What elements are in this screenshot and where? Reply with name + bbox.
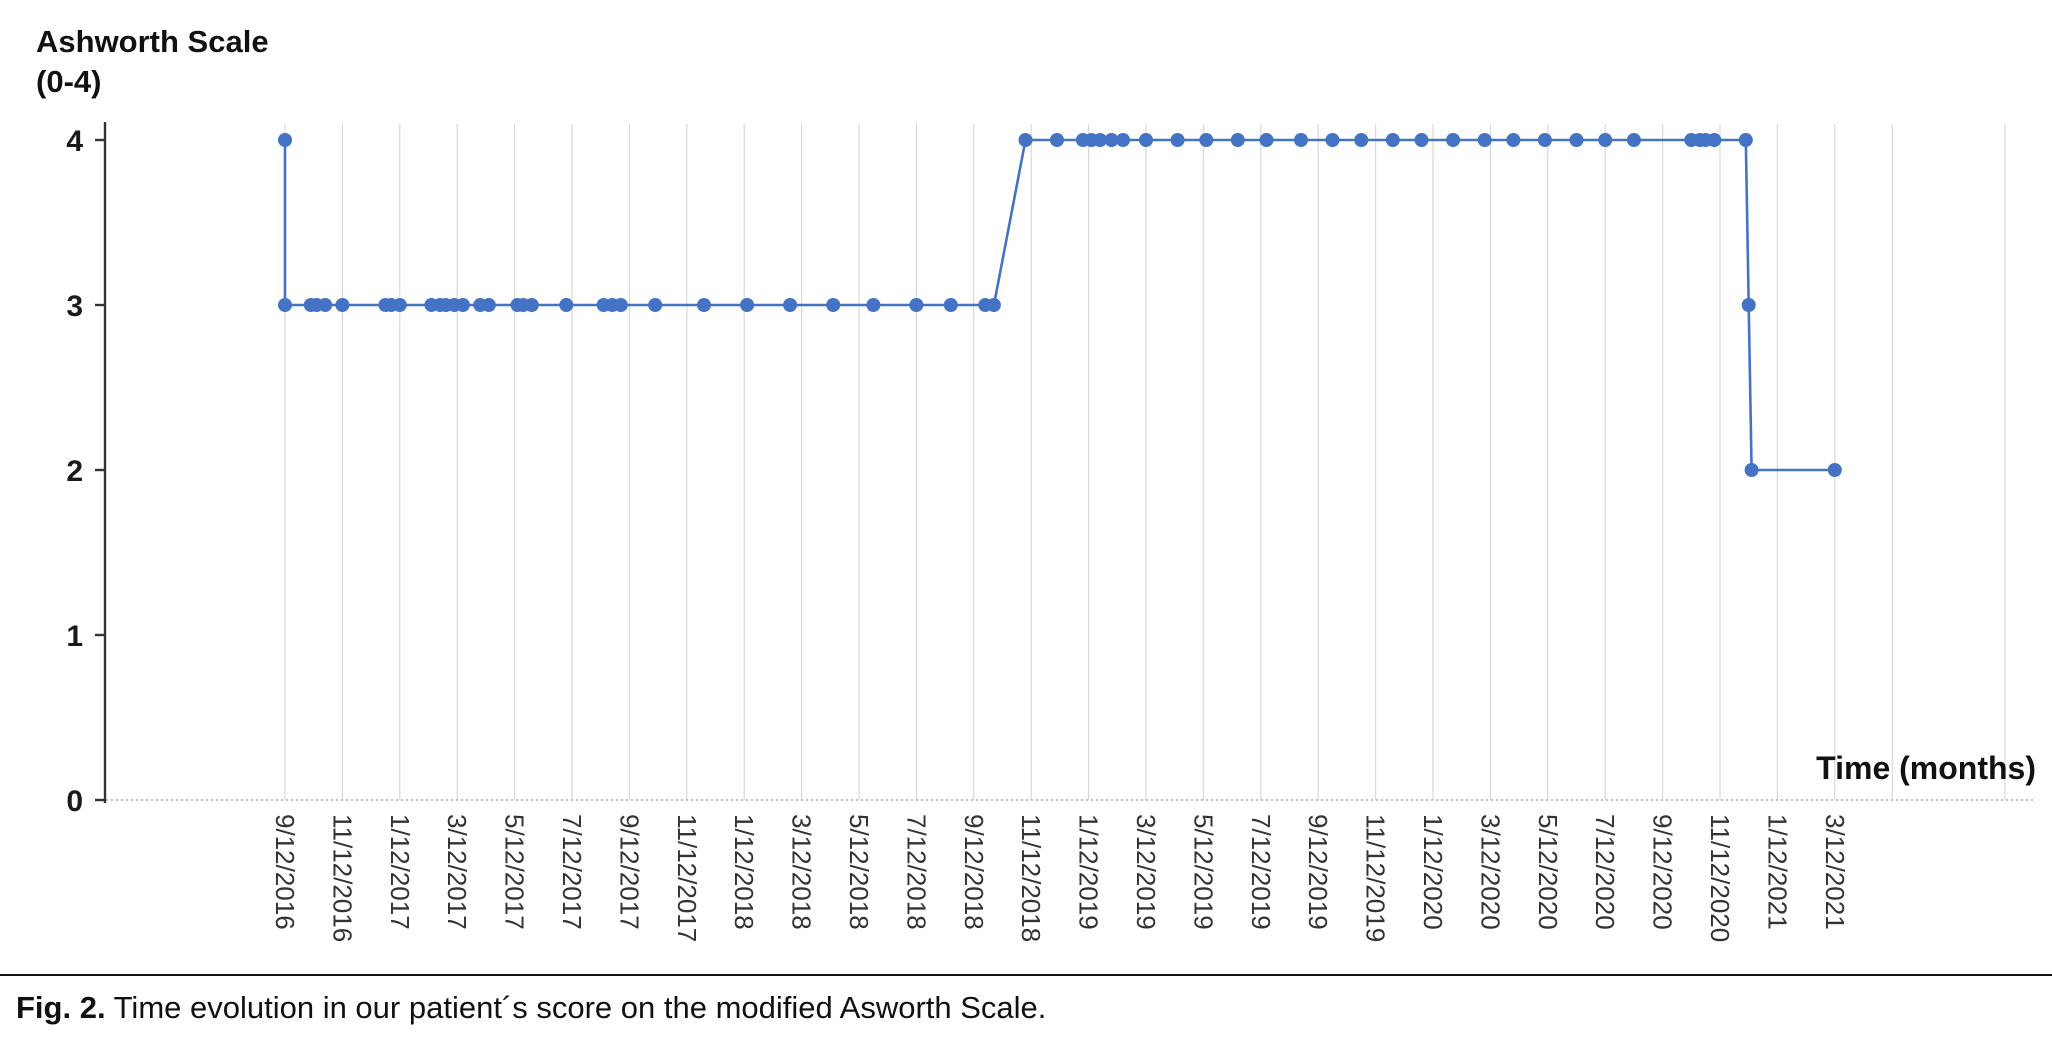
data-point — [1741, 298, 1756, 312]
x-tick-label: 3/12/2019 — [1131, 814, 1161, 930]
data-point — [986, 298, 1001, 312]
data-point — [943, 298, 958, 312]
data-point — [613, 298, 628, 312]
y-tick-label: 0 — [66, 785, 83, 818]
x-tick-label: 9/12/2017 — [614, 814, 644, 930]
x-tick-label: 11/12/2017 — [672, 814, 702, 942]
data-point — [1738, 133, 1753, 147]
data-point — [481, 298, 496, 312]
x-tick-label: 11/12/2018 — [1016, 814, 1046, 942]
data-point — [1477, 133, 1492, 147]
x-tick-label: 5/12/2018 — [844, 814, 874, 930]
data-point — [1506, 133, 1521, 147]
data-point — [1446, 133, 1461, 147]
data-point — [1093, 133, 1108, 147]
data-point — [1744, 463, 1759, 477]
data-point — [278, 298, 292, 312]
data-point — [783, 298, 798, 312]
y-axis-title: Ashworth Scale (0-4) — [36, 22, 269, 103]
x-tick-label: 7/12/2018 — [901, 814, 931, 930]
data-point — [1707, 133, 1722, 147]
chart: 0 1 2 3 4 9/12/2016 11/12/2016 1/12/2017 3/12/20… — [66, 122, 2035, 942]
y-axis-ticks: 0 1 2 3 4 — [66, 125, 105, 818]
data-point — [1325, 133, 1340, 147]
data-point — [1414, 133, 1429, 147]
x-tick-label: 1/12/2021 — [1762, 814, 1792, 930]
x-tick-label: 9/12/2020 — [1648, 814, 1678, 930]
x-tick-label: 9/12/2019 — [1303, 814, 1333, 930]
data-point — [1537, 133, 1552, 147]
data-point — [1050, 133, 1064, 147]
x-tick-label: 3/12/2018 — [787, 814, 817, 930]
data-point — [1116, 133, 1130, 147]
x-tick-label: 5/12/2020 — [1533, 814, 1563, 930]
x-tick-label: 11/12/2019 — [1361, 814, 1391, 942]
data-point — [740, 298, 755, 312]
x-tick-label: 9/12/2018 — [959, 814, 989, 930]
y-tick-label: 4 — [66, 125, 83, 158]
series-markers — [278, 133, 1842, 477]
x-axis-title: Time (months) — [1816, 750, 2036, 786]
y-tick-label: 2 — [66, 455, 83, 488]
data-point — [559, 298, 574, 312]
data-point — [1354, 133, 1369, 147]
x-tick-label: 1/12/2020 — [1418, 814, 1448, 930]
data-point — [318, 298, 333, 312]
data-point — [826, 298, 841, 312]
x-tick-label: 1/12/2019 — [1074, 814, 1104, 930]
data-point — [909, 298, 924, 312]
x-tick-label: 7/12/2019 — [1246, 814, 1276, 930]
figure-caption: Fig. 2. Time evolution in our patient´s … — [0, 974, 2052, 1026]
x-tick-label: 3/12/2021 — [1820, 814, 1850, 930]
data-point — [1018, 133, 1033, 147]
data-point — [866, 298, 881, 312]
data-point — [1598, 133, 1613, 147]
y-axis-title-line1: Ashworth Scale — [36, 24, 269, 59]
data-point — [1104, 133, 1119, 147]
data-point — [455, 298, 470, 312]
x-tick-label: 3/12/2020 — [1475, 814, 1505, 930]
x-tick-label: 11/12/2016 — [327, 814, 357, 942]
y-tick-label: 3 — [66, 290, 83, 323]
data-point — [1385, 133, 1400, 147]
x-tick-label: 1/12/2018 — [729, 814, 759, 930]
x-axis-tick-labels: 9/12/2016 11/12/2016 1/12/2017 3/12/2017 5/1… — [270, 814, 1850, 942]
x-tick-label: 7/12/2017 — [557, 814, 587, 930]
y-tick-label: 1 — [66, 620, 83, 653]
data-point — [524, 298, 539, 312]
ashworth-scale-chart-svg: 0 1 2 3 4 9/12/2016 11/12/2016 1/12/2017 3/12/20… — [66, 122, 2035, 942]
data-point — [1259, 133, 1274, 147]
data-point — [1626, 133, 1641, 147]
y-axis-title-line2: (0-4) — [36, 64, 102, 100]
data-point — [1827, 463, 1842, 477]
x-tick-label: 7/12/2020 — [1590, 814, 1620, 930]
gridlines — [284, 124, 1893, 800]
data-point — [1294, 133, 1308, 147]
x-tick-label: 9/12/2016 — [270, 814, 300, 930]
x-tick-label: 5/12/2019 — [1188, 814, 1218, 930]
data-point — [1569, 133, 1584, 147]
x-tick-label: 11/12/2020 — [1705, 814, 1735, 942]
x-tick-label: 1/12/2017 — [385, 814, 415, 930]
data-point — [648, 298, 663, 312]
data-point — [697, 298, 711, 312]
data-point — [1199, 133, 1214, 147]
x-tick-label: 3/12/2017 — [442, 814, 472, 930]
x-tick-label: 5/12/2017 — [500, 814, 530, 930]
figure-caption-text: Time evolution in our patient´s score on… — [113, 990, 1047, 1025]
data-point — [392, 298, 407, 312]
data-point — [278, 133, 292, 147]
data-point — [1170, 133, 1185, 147]
figure-caption-label: Fig. 2. — [16, 990, 106, 1025]
data-point — [1139, 133, 1153, 147]
data-point — [335, 298, 350, 312]
data-point — [1230, 133, 1245, 147]
